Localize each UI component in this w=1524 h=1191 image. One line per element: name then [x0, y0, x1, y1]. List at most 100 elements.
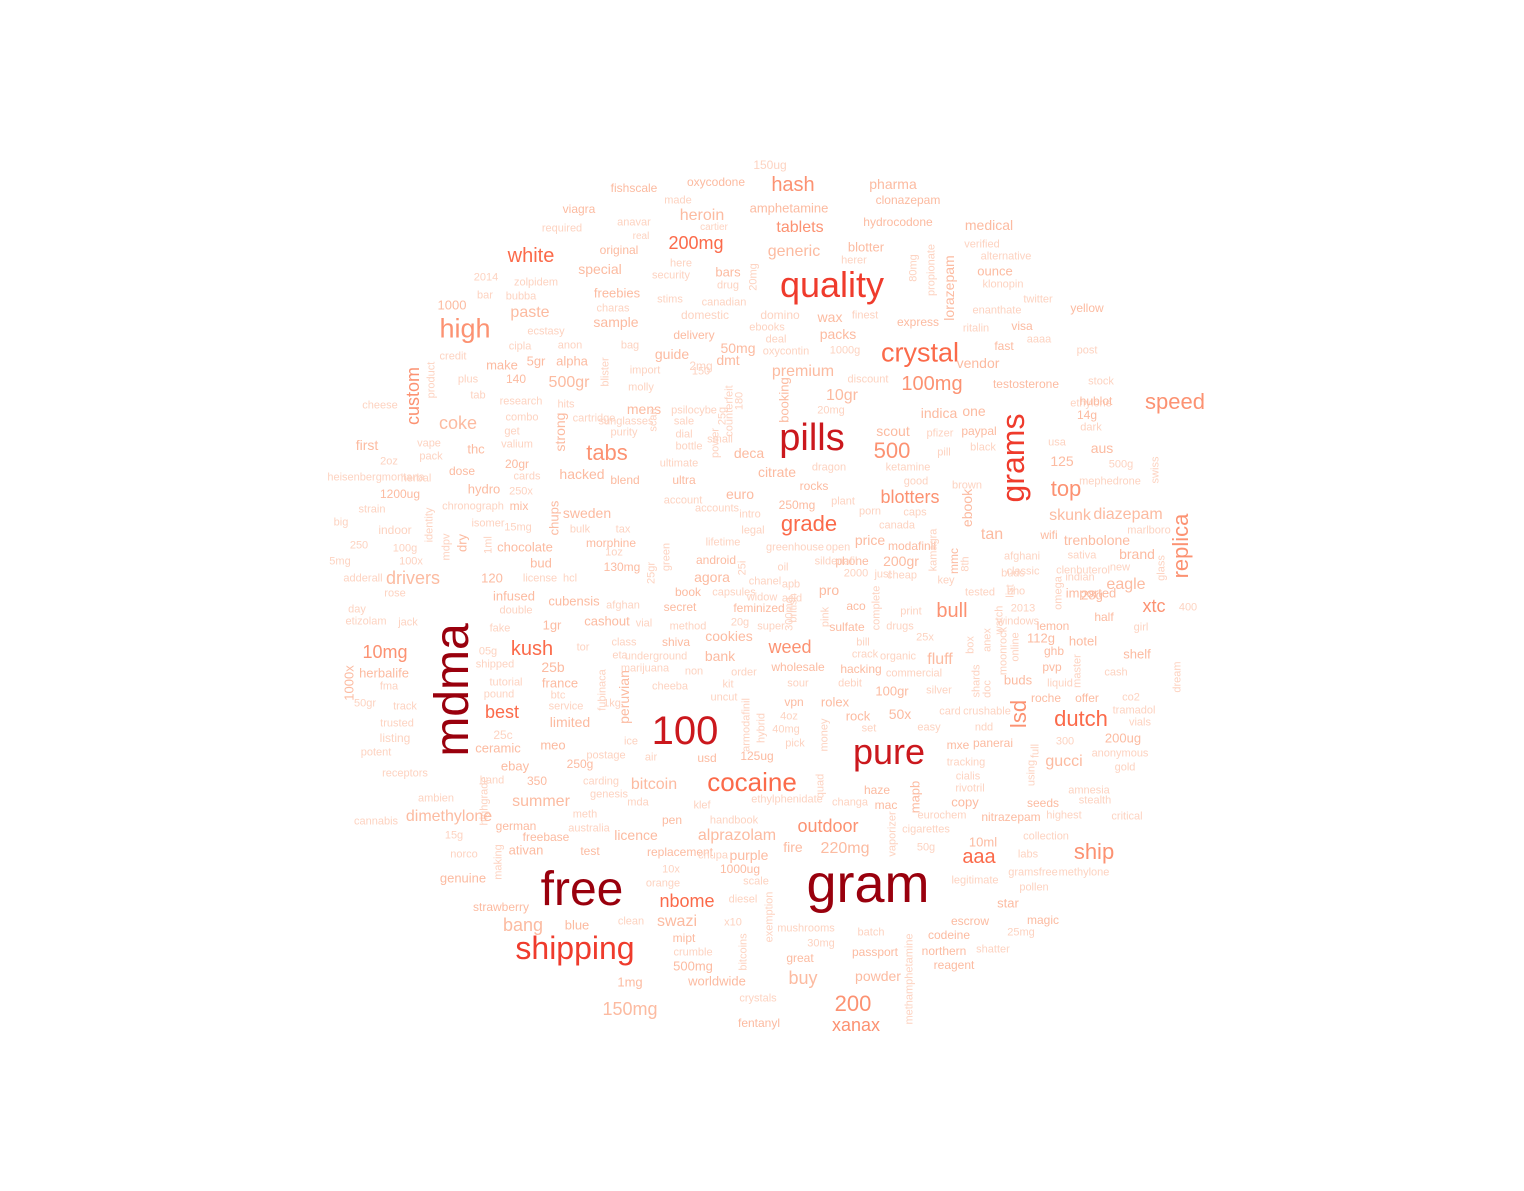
word-usd: usd	[697, 751, 717, 765]
word-fake: fake	[489, 622, 511, 635]
word-pvp: pvp	[1042, 660, 1062, 674]
word-roche: roche	[1030, 691, 1062, 705]
word-ketamine: ketamine	[885, 461, 931, 474]
word-shatter: shatter	[976, 943, 1010, 956]
word-anavar: anavar	[617, 216, 651, 229]
word-powder: powder	[855, 968, 901, 984]
word-get: get	[504, 425, 520, 438]
word-tax: tax	[615, 523, 631, 536]
word-drug: drug	[716, 279, 740, 292]
word-ethylone: ethylone	[1070, 397, 1112, 410]
word-tested: tested	[965, 586, 995, 599]
word-marlboro: marlboro	[1127, 524, 1171, 537]
word-modafinil: modafinil	[887, 539, 937, 553]
word-bars: bars	[715, 264, 741, 280]
word-double: double	[499, 604, 533, 617]
word-40mg: 40mg	[772, 723, 800, 736]
word-amnesia: amnesia	[1068, 784, 1110, 797]
word-service: service	[548, 700, 584, 713]
word-skunk: skunk	[1049, 507, 1091, 524]
word-list: list	[1004, 584, 1017, 598]
word-brand: brand	[1119, 546, 1155, 562]
word-1ml: 1ml	[482, 536, 495, 554]
word-150mg: 150mg	[602, 999, 658, 1019]
word-made: made	[664, 194, 692, 207]
word-seeds: seeds	[1026, 796, 1060, 810]
word-mac: mac	[874, 798, 898, 812]
word-rocks: rocks	[799, 479, 829, 493]
word-ndd: ndd	[974, 721, 994, 734]
word-magic: magic	[1026, 913, 1060, 927]
word-diesel: diesel	[728, 893, 758, 906]
word-220mg: 220mg	[820, 840, 870, 857]
word-25mg: 25mg	[1007, 926, 1035, 939]
word-swazi: swazi	[656, 913, 698, 930]
word-150: 150	[691, 365, 711, 378]
word-purple: purple	[729, 847, 769, 863]
word-new: new	[1109, 561, 1131, 574]
word-security: security	[652, 269, 690, 282]
word-porn: porn	[858, 505, 882, 518]
word-bubba: bubba	[505, 290, 537, 303]
word-heisenbergmontana: heisenbergmontana	[327, 471, 425, 484]
word-kamagra: kamagra	[927, 528, 940, 572]
word-trusted: trusted	[380, 717, 414, 730]
word-2mg: 2mg	[689, 359, 713, 373]
word-original: original	[599, 243, 639, 257]
word-plant: plant	[831, 495, 855, 508]
word-dry: dry	[454, 533, 470, 553]
word-secret: secret	[663, 600, 697, 614]
word-pfizer: pfizer	[926, 427, 954, 440]
word-blotter: blotter	[847, 239, 885, 255]
word-pen: pen	[661, 813, 683, 827]
word-xtc: xtc	[1142, 596, 1166, 616]
word-northern: northern	[921, 944, 967, 958]
word-greenhouse: greenhouse	[765, 541, 825, 554]
word-booking: booking	[776, 377, 792, 423]
word-alternative: alternative	[980, 250, 1032, 263]
word-psilocybe: psilocybe	[671, 404, 717, 417]
word-paste: paste	[510, 304, 550, 321]
word-weed: weed	[768, 637, 812, 657]
word-testosterone: testosterone	[992, 377, 1060, 391]
word-armodafinil: armodafinil	[740, 698, 753, 752]
word-dutch: dutch	[1054, 706, 1108, 731]
word-hublot: hublot	[1079, 394, 1113, 408]
word-carding: carding	[582, 775, 620, 788]
word-real: real	[632, 231, 650, 242]
word-master: master	[1071, 654, 1084, 688]
word-shiva: shiva	[661, 635, 691, 649]
word-chupa: chupa	[698, 849, 728, 862]
word-receptors: receptors	[382, 767, 428, 780]
word-batch: batch	[857, 926, 885, 939]
word-130mg: 130mg	[603, 560, 641, 574]
word-premium: premium	[771, 363, 835, 380]
word-bitcoins: bitcoins	[737, 933, 750, 971]
word-clean: clean	[617, 915, 645, 928]
word-clonazepam: clonazepam	[875, 193, 941, 207]
word-australia: australia	[568, 822, 610, 835]
word-collection: collection	[1023, 830, 1069, 843]
word-5gr: 5gr	[526, 353, 546, 369]
word-pure: pure	[852, 731, 926, 772]
word-meth: meth	[572, 808, 598, 821]
word-pack: pack	[419, 450, 443, 463]
word-hits: hits	[557, 398, 575, 411]
word-herbalife: herbalife	[359, 665, 409, 681]
word-hybrid: hybrid	[755, 713, 768, 743]
word-112g: 112g	[1027, 630, 1055, 646]
word-ghb: ghb	[1043, 644, 1065, 658]
word-etizolam: etizolam	[345, 615, 387, 628]
word-bang: bang	[502, 915, 544, 935]
word-100gr: 100gr	[875, 683, 909, 699]
word-fast: fast	[994, 339, 1014, 353]
word-replica: replica	[1168, 513, 1193, 579]
word-lemon: lemon	[1036, 619, 1070, 633]
word-sale: sale	[673, 415, 695, 428]
word-10ml: 10ml	[968, 834, 998, 850]
word-25gr: 25gr	[645, 561, 658, 585]
word-freebase: freebase	[522, 830, 570, 844]
word-xanax: xanax	[831, 1015, 881, 1035]
word-pick: pick	[785, 737, 805, 750]
word-25g: 25g	[716, 406, 729, 426]
